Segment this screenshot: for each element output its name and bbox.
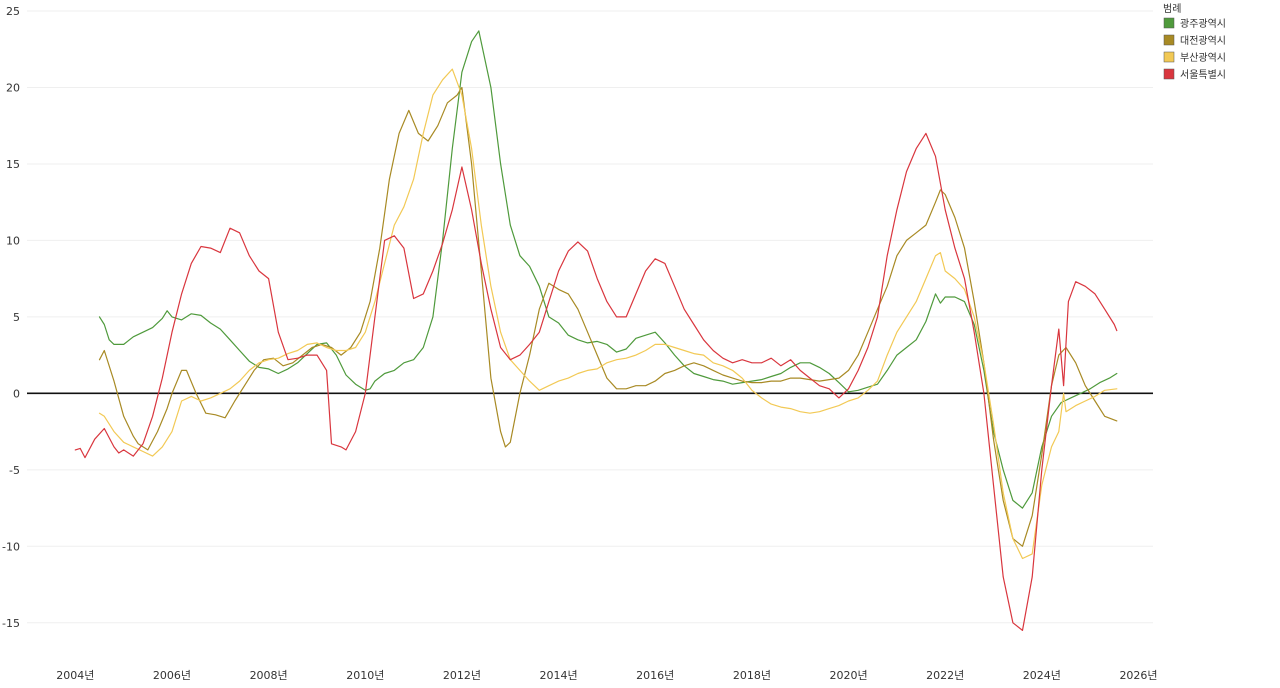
legend-label: 서울특별시	[1180, 69, 1226, 81]
x-tick-label: 2014년	[540, 669, 578, 682]
x-tick-label: 2008년	[250, 669, 288, 682]
series-line	[98, 86, 1118, 547]
legend-label: 광주광역시	[1180, 18, 1226, 30]
x-tick-label: 2022년	[926, 669, 964, 682]
x-tick-label: 2004년	[56, 669, 94, 682]
x-tick-label: 2010년	[346, 669, 384, 682]
series-line	[98, 30, 1118, 509]
series-line	[98, 68, 1118, 560]
x-tick-label: 2012년	[443, 669, 481, 682]
legend-swatch	[1163, 17, 1175, 29]
series-lines	[74, 30, 1118, 631]
legend-title: 범례	[1163, 3, 1181, 15]
x-tick-label: 2026년	[1119, 669, 1157, 682]
x-tick-label: 2024년	[1023, 669, 1061, 682]
legend-swatch	[1163, 68, 1175, 80]
y-tick-label: 20	[6, 81, 20, 94]
x-tick-label: 2020년	[829, 669, 867, 682]
y-tick-label: 0	[13, 387, 20, 400]
y-tick-label: 5	[13, 311, 20, 324]
x-tick-label: 2016년	[636, 669, 674, 682]
legend-swatch	[1163, 34, 1175, 46]
x-tick-label: 2006년	[153, 669, 191, 682]
y-axis-tick-labels: 25 20 15 10 5 0 -5 -10 -15	[2, 5, 20, 630]
legend-label: 부산광역시	[1180, 52, 1226, 64]
x-axis-tick-labels: 2004년 2006년 2008년 2010년 2012년 2014년 2016년 2018년…	[56, 669, 1157, 682]
gridlines	[27, 10, 1153, 624]
series-line	[74, 132, 1118, 631]
y-tick-label: 15	[6, 158, 20, 171]
y-tick-label: -5	[9, 464, 20, 477]
x-tick-label: 2018년	[733, 669, 771, 682]
y-tick-label: -15	[2, 617, 20, 630]
legend-swatch	[1163, 51, 1175, 63]
y-tick-label: 25	[6, 5, 20, 18]
y-tick-label: -10	[2, 540, 20, 553]
legend-label: 대전광역시	[1180, 35, 1226, 47]
y-tick-label: 10	[6, 234, 20, 247]
